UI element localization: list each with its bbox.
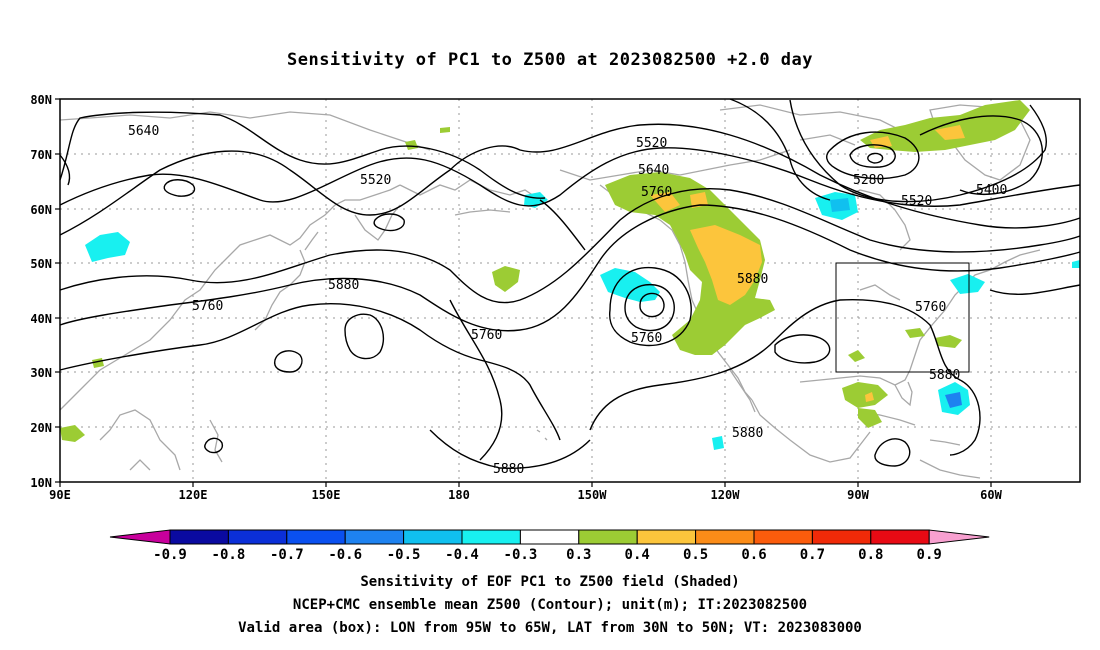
contour-label: 5880	[929, 368, 960, 383]
colorbar-tick-label: -0.4	[445, 547, 479, 563]
colorbar-tick-label: -0.6	[328, 547, 362, 563]
colorbar-cell	[811, 529, 872, 545]
colorbar-cell	[578, 529, 638, 545]
colorbar-cell	[227, 529, 288, 545]
caption-line-3: Valid area (box): LON from 95W to 65W, L…	[238, 620, 862, 636]
longitude-labels: 90E 120E 150E 180 150W 120W 90W 60W	[49, 488, 1002, 502]
contour-label: 5280	[853, 173, 884, 188]
axis-ticks	[55, 98, 992, 487]
colorbar-right-extension	[928, 529, 990, 545]
chart-title: Sensitivity of PC1 to Z500 at 2023082500…	[286, 50, 813, 70]
colorbar-cell	[403, 529, 463, 545]
valid-area-box	[835, 262, 970, 373]
colorbar-tick-label: 0.6	[741, 547, 766, 563]
lon-label: 180	[448, 488, 470, 502]
lat-label: 20N	[30, 421, 52, 435]
colorbar-tick-label: -0.3	[504, 547, 538, 563]
contour-label: 5520	[901, 194, 932, 209]
contour-label: 5640	[128, 124, 159, 139]
lat-label: 30N	[30, 366, 52, 380]
colorbar-tick-label: 0.8	[858, 547, 883, 563]
lon-label: 60W	[980, 488, 1002, 502]
contour-label: 5520	[636, 136, 667, 151]
lon-label: 150W	[578, 488, 608, 502]
lat-label: 50N	[30, 257, 52, 271]
colorbar-cell	[695, 529, 755, 545]
colorbar-cell	[169, 529, 229, 545]
lon-label: 90E	[49, 488, 71, 502]
z500-contours	[59, 98, 1081, 469]
lat-label: 60N	[30, 203, 52, 217]
contour-label: 5760	[631, 331, 662, 346]
colorbar-tick-label: -0.5	[387, 547, 421, 563]
gridlines	[60, 99, 1080, 482]
colorbar-tick-label: 0.7	[800, 547, 825, 563]
colorbar-cell	[870, 529, 930, 545]
colorbar: -0.9 -0.8 -0.7 -0.6 -0.5 -0.4 -0.3 0.3 0.4 0.5 0.6…	[109, 529, 990, 563]
lat-label: 70N	[30, 148, 52, 162]
latitude-labels: 80N 70N 60N 50N 40N 30N 20N 10N	[30, 93, 52, 490]
colorbar-left-extension	[109, 529, 171, 545]
lat-label: 80N	[30, 93, 52, 107]
colorbar-tick-label: -0.7	[270, 547, 304, 563]
colorbar-tick-label: 0.9	[917, 547, 942, 563]
contour-label: 5520	[360, 173, 391, 188]
contour-label: 5760	[641, 185, 672, 200]
contour-label: 5760	[915, 300, 946, 315]
colorbar-cell	[461, 529, 521, 545]
lon-label: 90W	[847, 488, 869, 502]
lat-label: 40N	[30, 312, 52, 326]
contour-label: 5640	[638, 163, 669, 178]
colorbar-tick-label: -0.8	[212, 547, 246, 563]
colorbar-cell	[636, 529, 697, 545]
contour-label: 5400	[976, 183, 1007, 198]
contour-label: 5880	[732, 426, 763, 441]
contour-label: 5880	[328, 278, 359, 293]
lat-label: 10N	[30, 476, 52, 490]
colorbar-cell	[753, 529, 813, 545]
caption-line-2: NCEP+CMC ensemble mean Z500 (Contour); u…	[292, 597, 808, 613]
lon-label: 120W	[711, 488, 741, 502]
colorbar-cell	[344, 529, 405, 545]
caption-line-1: Sensitivity of EOF PC1 to Z500 field (Sh…	[360, 574, 740, 590]
colorbar-tick-label: -0.9	[153, 547, 187, 563]
colorbar-cell	[286, 529, 346, 545]
contour-label: 5760	[471, 328, 502, 343]
sensitivity-shading	[60, 100, 1080, 450]
lon-label: 120E	[179, 488, 208, 502]
contour-label: 5880	[737, 272, 768, 287]
colorbar-tick-label: 0.4	[625, 547, 650, 563]
colorbar-cell	[519, 529, 580, 545]
contour-label: 5760	[192, 299, 223, 314]
contour-label: 5880	[493, 462, 524, 477]
map-frame	[59, 98, 1081, 483]
lon-label: 150E	[312, 488, 341, 502]
colorbar-tick-label: 0.5	[683, 547, 708, 563]
colorbar-tick-label: 0.3	[566, 547, 591, 563]
map-background	[60, 99, 1080, 482]
